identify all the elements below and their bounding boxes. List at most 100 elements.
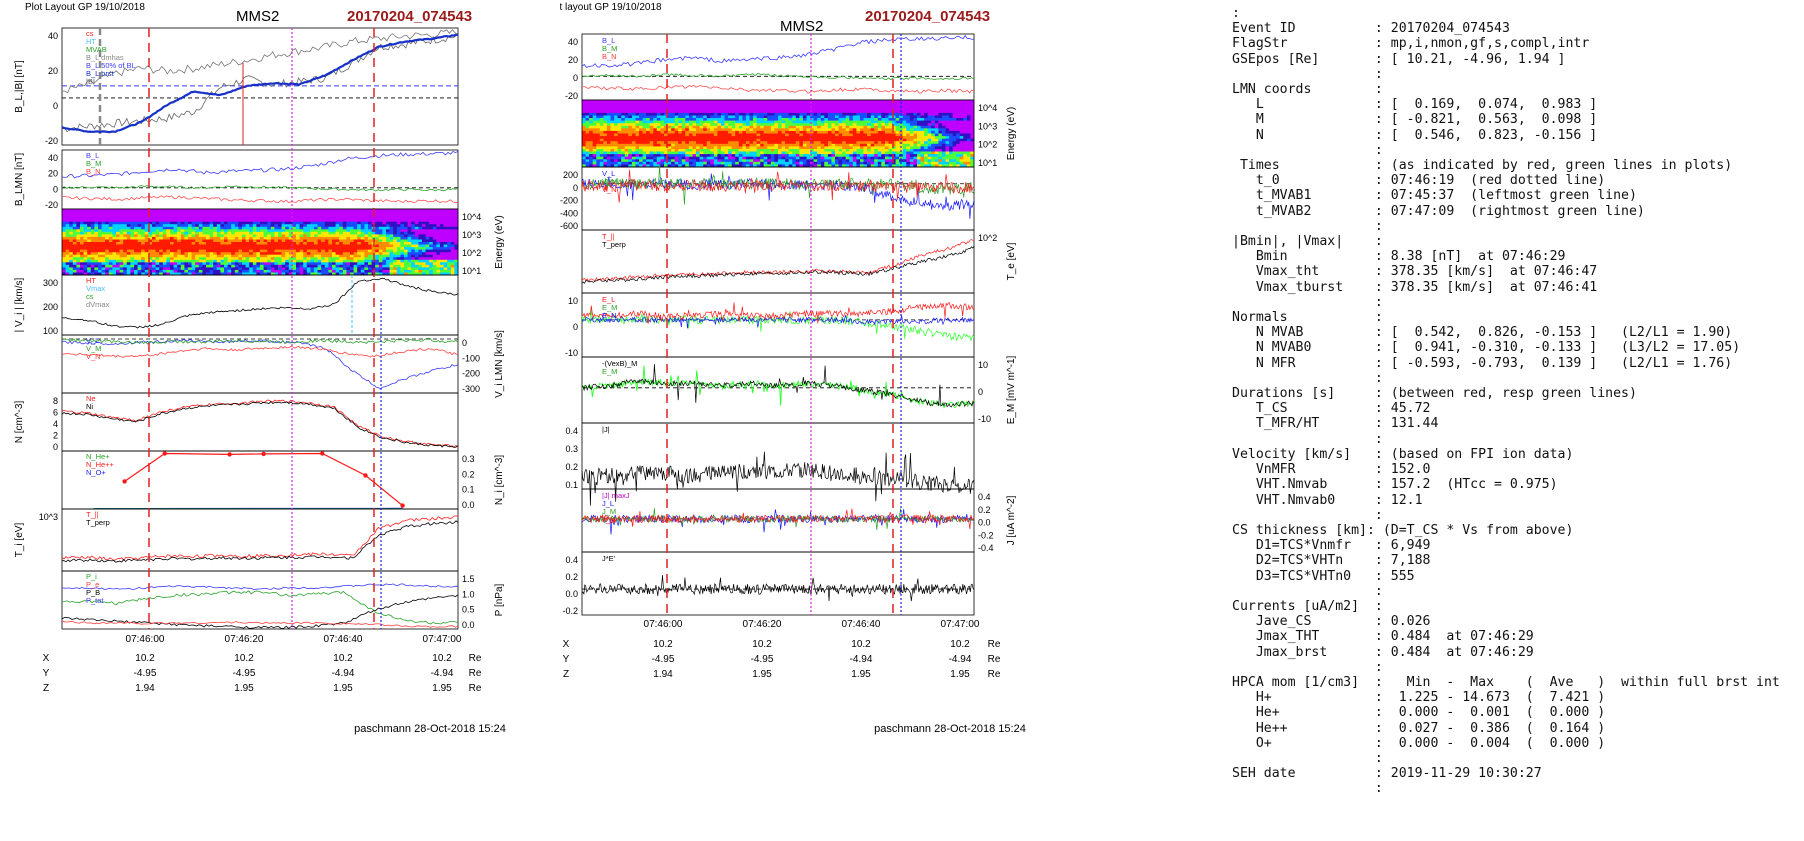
spectrogram-cell (234, 219, 239, 223)
spectrogram-cell (795, 164, 800, 168)
he-pp-point (261, 451, 266, 457)
spectrogram-cell (306, 254, 311, 258)
spectrogram-cell (849, 130, 854, 134)
spectrogram-cell (90, 262, 95, 266)
spectrogram-cell (130, 267, 135, 271)
spectrogram-cell (436, 216, 441, 220)
spectrogram-cell (400, 269, 405, 273)
spectrogram-cell (414, 247, 419, 250)
spectrogram-cell (306, 234, 311, 238)
spectrogram-cell (621, 133, 626, 137)
spectrogram-cell (123, 242, 128, 245)
spectrogram-cell (788, 115, 793, 119)
spectrogram-cell (678, 125, 683, 129)
spectrogram-cell (681, 149, 686, 152)
spectrogram-cell (209, 209, 214, 212)
spectrogram-cell (256, 234, 261, 238)
spectrogram-cell (317, 272, 322, 276)
spectrogram-cell (414, 269, 419, 273)
spectrogram-cell (227, 226, 232, 230)
spectrogram-cell (76, 242, 81, 245)
spectrogram-cell (191, 236, 196, 240)
spectrogram-cell (596, 138, 601, 142)
spectrogram-cell (738, 136, 743, 140)
spectrogram-cell (831, 130, 836, 134)
spectrogram-cell (411, 219, 416, 223)
spectrogram-cell (681, 105, 686, 109)
spectrogram-cell (685, 110, 690, 114)
spectrogram-cell (671, 149, 676, 152)
spectrogram-cell (617, 112, 622, 116)
spectrogram-cell (713, 143, 718, 147)
spectrogram-cell (795, 161, 800, 165)
bn-line (581, 84, 975, 94)
spectrogram-cell (112, 214, 117, 217)
spectrogram-cell (831, 146, 836, 150)
spectrogram-cell (396, 242, 401, 245)
spectrogram-cell (137, 224, 142, 228)
spectrogram-cell (674, 100, 679, 103)
spectrogram-cell (749, 133, 754, 137)
spectrogram-cell (653, 159, 658, 163)
spectrogram-cell (842, 151, 847, 155)
spectrogram-cell (292, 252, 297, 256)
y-tick-label: 0 (53, 101, 58, 111)
spectrogram-cell (422, 221, 426, 225)
spectrogram-cell (267, 262, 272, 266)
spectrogram-cell (306, 231, 311, 235)
spectrogram-cell (753, 102, 758, 106)
spectrogram-cell (76, 239, 81, 243)
spectrogram-cell (418, 211, 423, 215)
spectrogram-cell (249, 236, 254, 240)
spectrogram-cell (770, 151, 775, 155)
spectrogram-cell (378, 244, 383, 248)
spectrogram-cell (806, 115, 811, 119)
spectrogram-cell (653, 128, 658, 132)
spectrogram-cell (234, 247, 239, 250)
spectrogram-cell (738, 130, 743, 134)
spectrogram-cell (628, 159, 633, 163)
spectrogram-cell (610, 154, 615, 158)
spectrogram-cell (589, 146, 594, 150)
spectrogram-cell (745, 156, 750, 160)
spectrogram-cell (375, 219, 380, 223)
spectrogram-cell (87, 259, 92, 263)
spectrogram-cell (454, 239, 459, 243)
spectrogram-cell (749, 149, 754, 152)
spectrogram-cell (296, 252, 300, 256)
spectrogram-cell (213, 257, 218, 261)
spectrogram-cell (770, 123, 775, 127)
spectrogram-cell (785, 112, 790, 116)
spectrogram-cell (760, 107, 765, 111)
spectrogram-cell (778, 133, 782, 137)
spectrogram-cell (144, 242, 149, 245)
spectrogram-cell (799, 128, 804, 132)
spectrogram-cell (631, 136, 636, 140)
spectrogram-cell (231, 224, 236, 228)
spectrogram-cell (642, 143, 647, 147)
spectrogram-cell (681, 102, 686, 106)
spectrogram-cell (806, 130, 811, 134)
spectrogram-cell (69, 236, 74, 240)
spectrogram-cell (108, 272, 113, 276)
spectrogram-cell (656, 125, 661, 129)
spectrogram-cell (838, 156, 843, 160)
spectrogram-cell (717, 112, 722, 116)
spectrogram-cell (678, 151, 683, 155)
spectrogram-cell (368, 249, 372, 253)
spectrogram-cell (166, 262, 171, 266)
spectrogram-cell (770, 156, 775, 160)
spectrogram-cell (177, 221, 182, 225)
spectrogram-cell (299, 257, 304, 261)
spectrogram-cell (728, 120, 733, 124)
spectrogram-cell (220, 272, 225, 276)
spectrogram-cell (820, 141, 825, 145)
spectrogram-cell (242, 219, 246, 223)
spectrogram-cell (642, 159, 647, 163)
spectrogram-cell (69, 239, 74, 243)
spectrogram-cell (788, 141, 793, 145)
spectrogram-cell (788, 149, 793, 152)
spectrogram-cell (731, 120, 736, 124)
spectrogram-cell (206, 236, 210, 240)
spectrogram-cell (195, 264, 200, 268)
